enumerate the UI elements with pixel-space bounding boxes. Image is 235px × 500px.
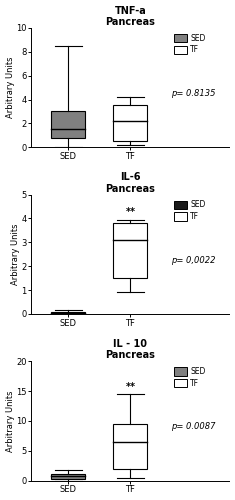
Text: SED: SED — [190, 200, 206, 209]
Bar — [174, 212, 187, 220]
Bar — [174, 46, 187, 54]
Text: SED: SED — [190, 367, 206, 376]
Text: p= 0.8135: p= 0.8135 — [171, 89, 215, 98]
Text: **: ** — [125, 382, 135, 392]
Text: p= 0,0022: p= 0,0022 — [171, 256, 215, 264]
Bar — [113, 424, 147, 469]
Text: TF: TF — [190, 212, 200, 221]
Text: **: ** — [125, 208, 135, 218]
Title: IL - 10
Pancreas: IL - 10 Pancreas — [106, 339, 155, 360]
Bar — [174, 379, 187, 388]
Text: p= 0.0087: p= 0.0087 — [171, 422, 215, 432]
Bar — [174, 200, 187, 209]
Bar — [174, 367, 187, 376]
Bar — [113, 106, 147, 142]
Bar — [51, 112, 86, 138]
Text: TF: TF — [190, 378, 200, 388]
Bar — [51, 312, 86, 314]
Y-axis label: Arbitrary Units: Arbitrary Units — [11, 224, 20, 285]
Bar — [113, 223, 147, 278]
Title: IL-6
Pancreas: IL-6 Pancreas — [106, 172, 155, 194]
Y-axis label: Arbitrary Units: Arbitrary Units — [6, 57, 15, 118]
Bar — [174, 34, 187, 42]
Bar — [51, 474, 86, 479]
Text: TF: TF — [190, 46, 200, 54]
Title: TNF-a
Pancreas: TNF-a Pancreas — [106, 6, 155, 27]
Text: SED: SED — [190, 34, 206, 42]
Y-axis label: Arbitrary Units: Arbitrary Units — [6, 390, 15, 452]
